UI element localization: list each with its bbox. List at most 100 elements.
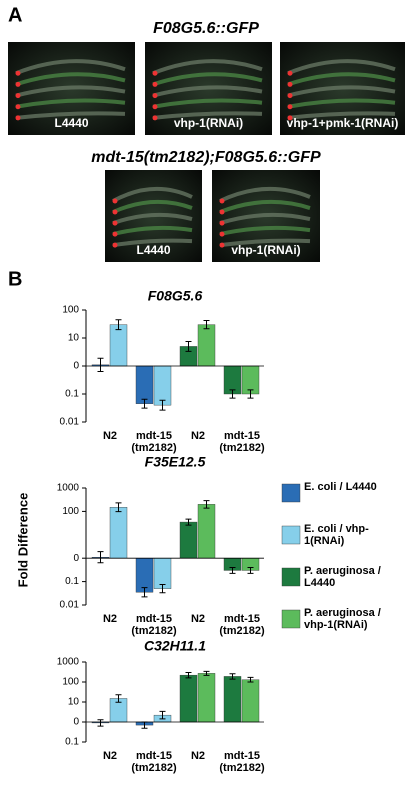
x-tick-label: mdt-15 (tm2182) [131, 613, 177, 637]
x-tick-label-box: N2 [102, 430, 118, 442]
error-bar [141, 587, 148, 598]
image-label: vhp-1(RNAi) [231, 243, 300, 257]
panel-label: A [8, 4, 22, 26]
y-tick-label: 0 [73, 717, 79, 728]
worm [287, 111, 396, 120]
worm-head [287, 115, 293, 121]
legend-label: P. aeruginosa / L4440 [304, 565, 381, 589]
worm [15, 59, 126, 76]
worm-head [15, 70, 21, 76]
worm-head [287, 70, 293, 76]
error-bar [185, 671, 192, 679]
worm-head [112, 242, 118, 248]
legend-swatch [281, 525, 301, 545]
worm [219, 225, 311, 237]
x-tick-label-box: N2 [191, 430, 205, 442]
worm [112, 238, 193, 248]
worm [152, 85, 263, 98]
worm-head [219, 198, 225, 204]
worm [219, 187, 311, 203]
error-bar [115, 694, 122, 703]
worm [287, 98, 396, 109]
legend-label: E. coli / vhp-1(RNAi) [304, 523, 369, 547]
worm [15, 111, 126, 120]
worm [15, 98, 126, 109]
bar [179, 674, 198, 723]
legend-label-box: E. coli / L4440 [304, 481, 377, 493]
worm-head [15, 81, 21, 87]
worm-head [152, 115, 158, 121]
worm [112, 225, 193, 237]
x-tick-label: mdt-15 (tm2182) [219, 750, 265, 774]
error-bar [229, 389, 236, 399]
worm [152, 98, 263, 109]
error-bar [247, 676, 254, 683]
error-bar [247, 567, 254, 574]
chart-title: F35E12.5 [145, 454, 206, 470]
error-bar [185, 340, 192, 352]
image-label: vhp-1(RNAi) [174, 116, 243, 130]
legend-label: E. coli / L4440 [304, 481, 377, 493]
worm-head [15, 115, 21, 121]
y-axis-label: Fold Difference [15, 493, 30, 588]
chart-title: C32H11.1 [144, 638, 206, 654]
y-tick-label: 0 [73, 361, 79, 372]
worm-head [219, 209, 225, 215]
legend-label-box: P. aeruginosa / L4440 [304, 565, 381, 589]
worm-head [152, 93, 158, 99]
legend-swatch [281, 483, 301, 503]
x-tick-label-box: mdt-15 (tm2182) [131, 613, 177, 637]
worm-head [287, 81, 293, 87]
bar [153, 365, 172, 406]
worm-head [152, 70, 158, 76]
bar [135, 558, 154, 593]
worm [219, 238, 311, 248]
y-tick-label: 0.1 [65, 576, 79, 587]
x-tick-label: mdt-15 (tm2182) [219, 430, 265, 454]
error-bar [159, 710, 166, 720]
image-label: L4440 [136, 243, 170, 257]
worm [15, 72, 126, 87]
bar [241, 679, 260, 723]
x-tick-label: mdt-15 (tm2182) [131, 430, 177, 454]
worm-head [15, 104, 21, 110]
worm-head [152, 104, 158, 110]
bar [109, 324, 128, 367]
y-tick-label: 0.1 [65, 389, 79, 400]
worm-head [112, 231, 118, 237]
worm [112, 212, 193, 225]
chart-title: F08G5.6 [148, 288, 203, 304]
x-tick-label: N2 [102, 430, 118, 442]
legend-label: P. aeruginosa / vhp-1(RNAi) [304, 607, 381, 631]
legend-label-box: P. aeruginosa / vhp-1(RNAi) [304, 607, 381, 631]
y-tick-label: 1000 [57, 657, 80, 668]
worm [15, 85, 126, 98]
error-bar [229, 567, 236, 574]
legend-swatch [281, 567, 301, 587]
error-bar [159, 584, 166, 594]
bar [197, 504, 216, 559]
x-tick-label-box: mdt-15 (tm2182) [219, 613, 265, 637]
x-tick-label-box: mdt-15 (tm2182) [219, 430, 265, 454]
x-tick-label-box: N2 [102, 750, 118, 762]
y-tick-label: 0 [73, 553, 79, 564]
bar [109, 507, 128, 559]
error-bar [203, 670, 210, 676]
y-tick-label: 100 [62, 677, 79, 688]
worm [152, 72, 263, 87]
x-tick-label: N2 [102, 750, 118, 762]
worm [112, 199, 193, 214]
x-tick-label: N2 [190, 613, 206, 625]
y-tick-label: 100 [62, 305, 79, 316]
x-tick-label-box: N2 [103, 613, 117, 625]
error-bar [97, 719, 104, 727]
worm [152, 59, 263, 76]
worm-head [112, 209, 118, 215]
worm [287, 85, 396, 98]
image-label: vhp-1+pmk-1(RNAi) [287, 116, 399, 130]
error-bar [97, 551, 104, 564]
error-bar [247, 389, 254, 399]
worm-head [287, 104, 293, 110]
x-tick-label: mdt-15 (tm2182) [219, 613, 265, 637]
